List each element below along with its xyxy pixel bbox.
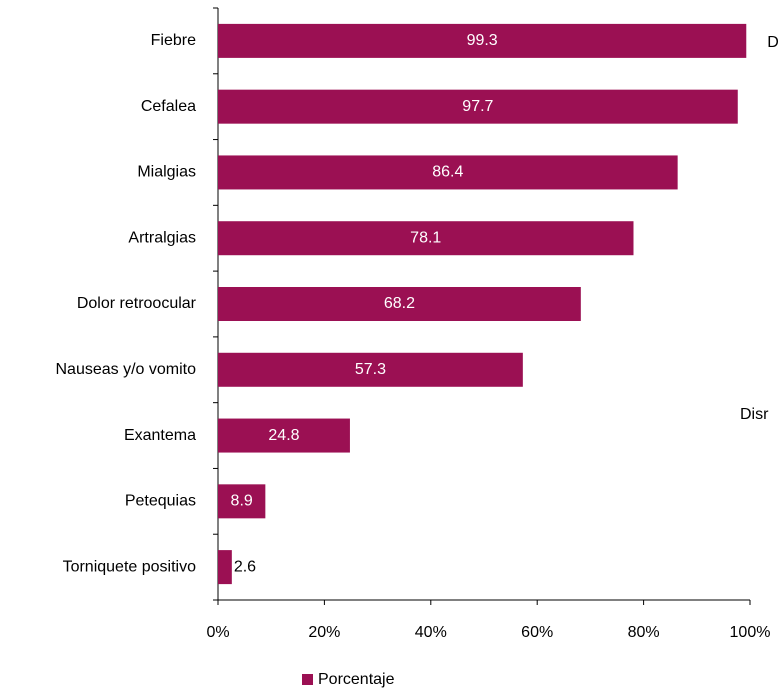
data-label: 57.3	[355, 361, 386, 378]
y-tick-label: Nauseas y/o vomito	[55, 361, 196, 378]
y-tick-label: Exantema	[124, 427, 196, 444]
bar	[218, 221, 634, 256]
y-tick-label: Fiebre	[151, 32, 196, 49]
x-tick-label: 60%	[521, 624, 553, 641]
annotation: Disr	[740, 406, 769, 423]
data-label: 97.7	[462, 98, 493, 115]
data-label: 78.1	[410, 229, 441, 246]
data-label: 99.3	[467, 32, 498, 49]
x-tick-label: 20%	[308, 624, 340, 641]
y-tick-label: Petequias	[125, 493, 196, 510]
x-tick-label: 0%	[206, 624, 229, 641]
bar	[218, 550, 232, 585]
bar	[218, 287, 581, 321]
x-tick-label: 80%	[628, 624, 660, 641]
legend-swatch	[302, 674, 313, 685]
data-label: 68.2	[384, 295, 415, 312]
x-tick-label: 40%	[415, 624, 447, 641]
annotation: D	[767, 34, 778, 51]
bar	[218, 352, 523, 387]
bar	[218, 484, 266, 519]
bar	[218, 418, 350, 453]
data-label: 86.4	[432, 164, 463, 181]
bar	[218, 155, 678, 190]
bar	[218, 89, 738, 124]
y-tick-label: Mialgias	[137, 164, 196, 181]
legend-label: Porcentaje	[318, 671, 395, 688]
data-label: 2.6	[234, 558, 256, 575]
y-tick-label: Dolor retroocular	[77, 295, 197, 312]
y-tick-label: Artralgias	[128, 229, 196, 246]
y-tick-label: Cefalea	[141, 98, 196, 115]
data-label: 8.9	[231, 493, 253, 510]
y-tick-label: Torniquete positivo	[63, 558, 197, 575]
bar	[218, 23, 747, 58]
x-tick-label: 100%	[730, 624, 771, 641]
data-label: 24.8	[268, 427, 299, 444]
